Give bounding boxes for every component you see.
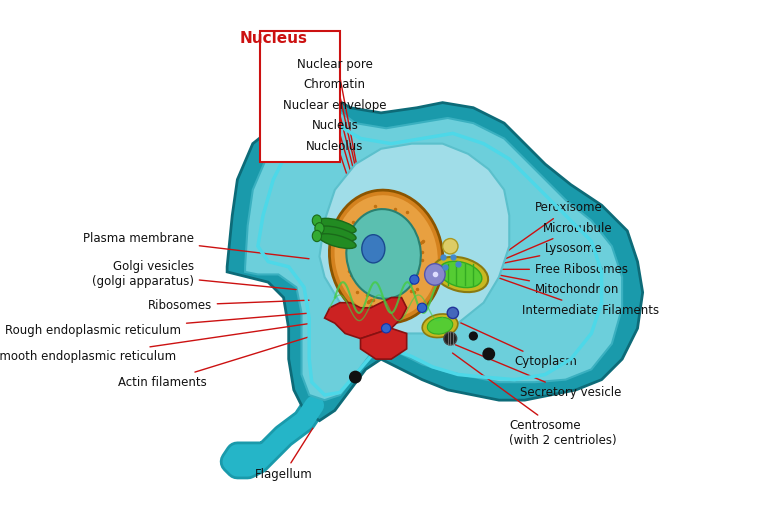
- Text: Nucleolus: Nucleolus: [306, 140, 363, 153]
- Text: Intermediate Filaments: Intermediate Filaments: [455, 263, 659, 317]
- Ellipse shape: [422, 314, 458, 338]
- Ellipse shape: [349, 370, 362, 384]
- Text: Nuclear envelope: Nuclear envelope: [283, 98, 386, 112]
- Text: Mitochondrion: Mitochondrion: [458, 267, 619, 297]
- Ellipse shape: [362, 235, 385, 263]
- Text: Free Ribosomes: Free Ribosomes: [455, 263, 628, 276]
- Text: Chromatin: Chromatin: [304, 78, 366, 91]
- Ellipse shape: [468, 331, 478, 341]
- Ellipse shape: [382, 324, 391, 333]
- Ellipse shape: [442, 239, 458, 254]
- Ellipse shape: [410, 275, 419, 284]
- Text: Nuclear pore: Nuclear pore: [297, 57, 372, 71]
- Ellipse shape: [433, 257, 488, 292]
- Ellipse shape: [418, 303, 427, 312]
- Ellipse shape: [315, 223, 324, 234]
- Text: Golgi vesicles
(golgi apparatus): Golgi vesicles (golgi apparatus): [92, 261, 296, 289]
- Polygon shape: [227, 67, 643, 421]
- Polygon shape: [360, 328, 407, 359]
- Text: Rough endoplasmic reticulum: Rough endoplasmic reticulum: [5, 313, 309, 338]
- Ellipse shape: [425, 264, 445, 285]
- Text: Peroxisome: Peroxisome: [473, 201, 603, 275]
- Polygon shape: [245, 92, 622, 400]
- Text: Plasma membrane: Plasma membrane: [83, 232, 309, 259]
- Ellipse shape: [447, 307, 458, 319]
- Ellipse shape: [427, 318, 452, 334]
- Text: Nucleus: Nucleus: [240, 31, 307, 46]
- Text: Secretory vesicle: Secretory vesicle: [455, 345, 621, 399]
- Text: Actin filaments: Actin filaments: [118, 337, 309, 389]
- Polygon shape: [319, 144, 509, 333]
- Ellipse shape: [313, 230, 322, 242]
- Ellipse shape: [329, 190, 443, 323]
- Text: Cytoplasm: Cytoplasm: [453, 319, 578, 368]
- Text: Nucleus: Nucleus: [311, 119, 359, 132]
- Polygon shape: [325, 298, 407, 339]
- Text: Lysosome: Lysosome: [463, 242, 603, 271]
- Ellipse shape: [313, 215, 322, 226]
- FancyBboxPatch shape: [260, 31, 340, 162]
- Text: Flagellum: Flagellum: [255, 428, 313, 481]
- Ellipse shape: [346, 209, 421, 299]
- Ellipse shape: [319, 226, 356, 241]
- Text: Smooth endoplasmic reticulum: Smooth endoplasmic reticulum: [0, 324, 309, 363]
- Ellipse shape: [482, 348, 495, 360]
- Ellipse shape: [335, 195, 438, 318]
- Ellipse shape: [319, 234, 356, 248]
- Ellipse shape: [444, 332, 457, 345]
- Text: Ribosomes: Ribosomes: [147, 299, 309, 312]
- Text: Centrosome
(with 2 centrioles): Centrosome (with 2 centrioles): [452, 353, 617, 447]
- Text: Microtubule: Microtubule: [471, 222, 612, 273]
- Ellipse shape: [439, 261, 482, 288]
- Ellipse shape: [319, 219, 356, 233]
